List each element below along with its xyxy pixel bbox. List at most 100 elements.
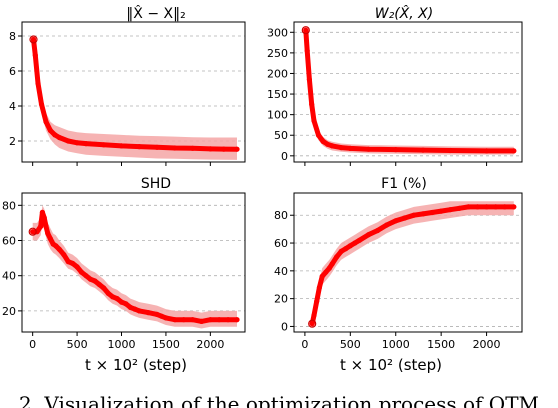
data-point — [429, 209, 435, 216]
data-point — [365, 146, 372, 152]
data-point — [136, 144, 142, 150]
data-point — [154, 144, 160, 150]
axes-frame — [21, 21, 246, 163]
y-tick-label: 0 — [281, 150, 288, 163]
data-point — [493, 204, 499, 210]
x-tick-label: 2000 — [473, 338, 501, 351]
x-tick-label: 0 — [29, 338, 36, 351]
data-point — [136, 308, 142, 314]
data-point — [304, 48, 310, 54]
y-tick-label: 80 — [274, 209, 288, 222]
data-point — [145, 310, 151, 316]
data-point — [190, 145, 196, 151]
data-point — [45, 230, 51, 237]
panel-title: F1 (%) — [381, 176, 427, 192]
data-point — [447, 207, 453, 213]
data-point — [163, 315, 169, 321]
data-point — [181, 317, 187, 323]
data-point — [352, 240, 358, 246]
y-tick-label: 300 — [267, 26, 288, 39]
series-line — [309, 204, 517, 327]
y-tick-label: 40 — [274, 265, 288, 278]
panel-title: W₂(X̂, X) — [375, 5, 433, 22]
data-point — [325, 141, 331, 147]
x-tick-label: 500 — [340, 338, 361, 351]
data-point — [484, 204, 490, 210]
data-point — [347, 243, 353, 249]
data-point — [356, 237, 362, 243]
data-point — [30, 229, 36, 235]
start-marker — [301, 26, 310, 35]
y-tick-label: 20 — [274, 293, 288, 306]
panel-wasserstein: W₂(X̂, X) 0 50 100 150 200 250 300 — [267, 5, 523, 166]
data-point — [172, 317, 178, 323]
data-point — [190, 317, 196, 323]
data-point — [384, 222, 390, 228]
data-point — [309, 321, 315, 327]
data-point — [225, 317, 231, 323]
series-line — [31, 37, 240, 152]
data-point — [74, 140, 80, 146]
y-tick-label: 20 — [2, 305, 16, 318]
data-point — [43, 223, 49, 229]
x-tick-label: 500 — [67, 338, 88, 351]
data-point — [502, 204, 508, 210]
data-point — [375, 227, 381, 234]
data-point — [207, 317, 213, 323]
x-axis-label: t × 10² (step) — [340, 356, 442, 374]
data-point — [74, 264, 80, 270]
data-point — [132, 306, 138, 312]
data-point — [56, 246, 62, 252]
y-tick-label: 60 — [274, 237, 288, 250]
data-point — [309, 101, 315, 107]
data-point — [78, 269, 85, 275]
data-point — [114, 296, 120, 302]
y-tick-label: 2 — [9, 135, 16, 148]
data-point — [316, 284, 322, 291]
data-point — [105, 290, 111, 296]
data-point — [306, 77, 312, 83]
error-band — [312, 201, 514, 326]
data-point — [216, 317, 222, 323]
panel-title: SHD — [141, 176, 171, 192]
data-point — [41, 215, 47, 221]
y-tick-label: 200 — [267, 67, 288, 80]
data-point — [311, 312, 317, 318]
data-point — [52, 132, 58, 138]
data-point — [118, 143, 125, 149]
data-point — [365, 232, 372, 238]
data-point — [172, 145, 178, 151]
data-point — [402, 215, 408, 221]
panel-f1: F1 (%) 0 20 40 60 80 0 500 1000 1500 2000 — [274, 176, 523, 351]
start-marker — [28, 227, 37, 236]
data-point — [420, 211, 426, 217]
data-point — [320, 138, 326, 144]
data-point — [303, 27, 309, 33]
data-point — [221, 146, 227, 152]
data-point — [234, 317, 240, 323]
figure-caption: 2. Visualization of the optimization pro… — [18, 394, 540, 408]
data-point — [56, 134, 62, 141]
data-point — [47, 236, 54, 242]
data-point — [207, 146, 213, 152]
data-point — [35, 80, 41, 86]
data-point — [101, 285, 107, 291]
data-point — [65, 259, 71, 265]
data-point — [70, 260, 76, 266]
data-point — [393, 218, 399, 224]
x-tick-label: 1000 — [108, 338, 136, 351]
data-point — [83, 273, 89, 279]
data-point — [47, 127, 54, 134]
data-point — [329, 143, 335, 149]
data-point — [393, 147, 399, 153]
axes-frame — [293, 21, 523, 163]
data-point — [334, 254, 340, 260]
y-tick-label: 250 — [267, 47, 288, 60]
y-tick-label: 8 — [9, 30, 16, 43]
y-tick-label: 4 — [9, 100, 16, 113]
y-tick-label: 6 — [9, 65, 16, 78]
data-point — [338, 248, 344, 254]
x-tick-label: 0 — [301, 338, 308, 351]
data-point — [447, 147, 453, 154]
